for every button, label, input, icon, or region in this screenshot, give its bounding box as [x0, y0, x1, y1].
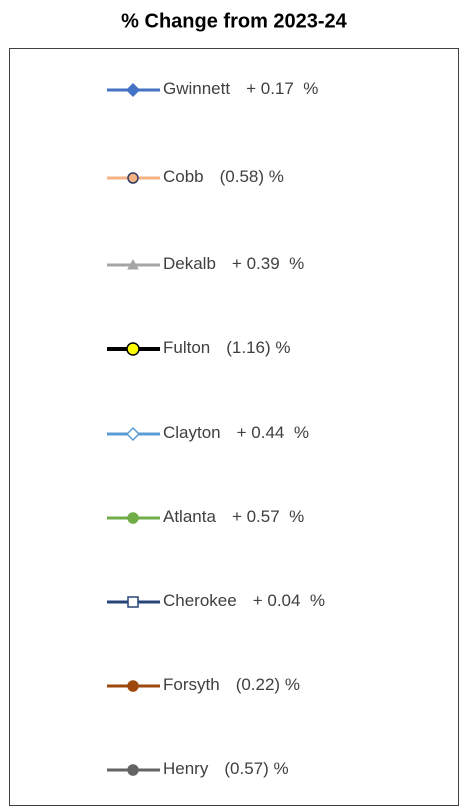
title: % Change from 2023-24	[121, 10, 348, 32]
legend-box	[9, 48, 459, 806]
legend-marker	[127, 764, 139, 776]
county-name: Fulton	[163, 338, 210, 357]
county-name: Cherokee	[163, 591, 237, 610]
legend-entry: Cobb (0.58) %	[163, 167, 284, 186]
change-value: + 0.17 %	[246, 79, 318, 98]
change-value: (0.58) %	[220, 167, 284, 186]
legend-entry: Clayton + 0.44 %	[163, 423, 309, 442]
change-value: + 0.04 %	[253, 591, 325, 610]
legend-entry: Gwinnett + 0.17 %	[163, 79, 318, 98]
legend-marker	[127, 596, 139, 608]
change-value: + 0.39 %	[232, 254, 304, 273]
legend-marker	[126, 342, 140, 356]
county-name: Clayton	[163, 423, 221, 442]
county-name: Dekalb	[163, 254, 216, 273]
county-name: Forsyth	[163, 675, 220, 694]
county-name: Gwinnett	[163, 79, 230, 98]
legend-marker	[127, 172, 139, 184]
legend-marker	[125, 426, 141, 442]
change-value: + 0.44 %	[237, 423, 309, 442]
legend-entry: Fulton (1.16) %	[163, 338, 291, 357]
legend-marker	[127, 680, 139, 692]
legend-entry: Atlanta + 0.57 %	[163, 507, 304, 526]
change-value: (0.22) %	[236, 675, 300, 694]
county-name: Henry	[163, 759, 209, 778]
legend-marker	[127, 512, 139, 524]
change-value: (1.16) %	[226, 338, 290, 357]
change-value: (0.57) %	[224, 759, 288, 778]
legend-entry: Forsyth (0.22) %	[163, 675, 300, 694]
legend-marker	[127, 258, 139, 270]
county-name: Atlanta	[163, 507, 216, 526]
legend-entry: Dekalb + 0.39 %	[163, 254, 304, 273]
legend-entry: Cherokee + 0.04 %	[163, 591, 325, 610]
county-name: Cobb	[163, 167, 204, 186]
legend-entry: Henry (0.57) %	[163, 759, 289, 778]
change-value: + 0.57 %	[232, 507, 304, 526]
legend-marker	[125, 82, 141, 98]
